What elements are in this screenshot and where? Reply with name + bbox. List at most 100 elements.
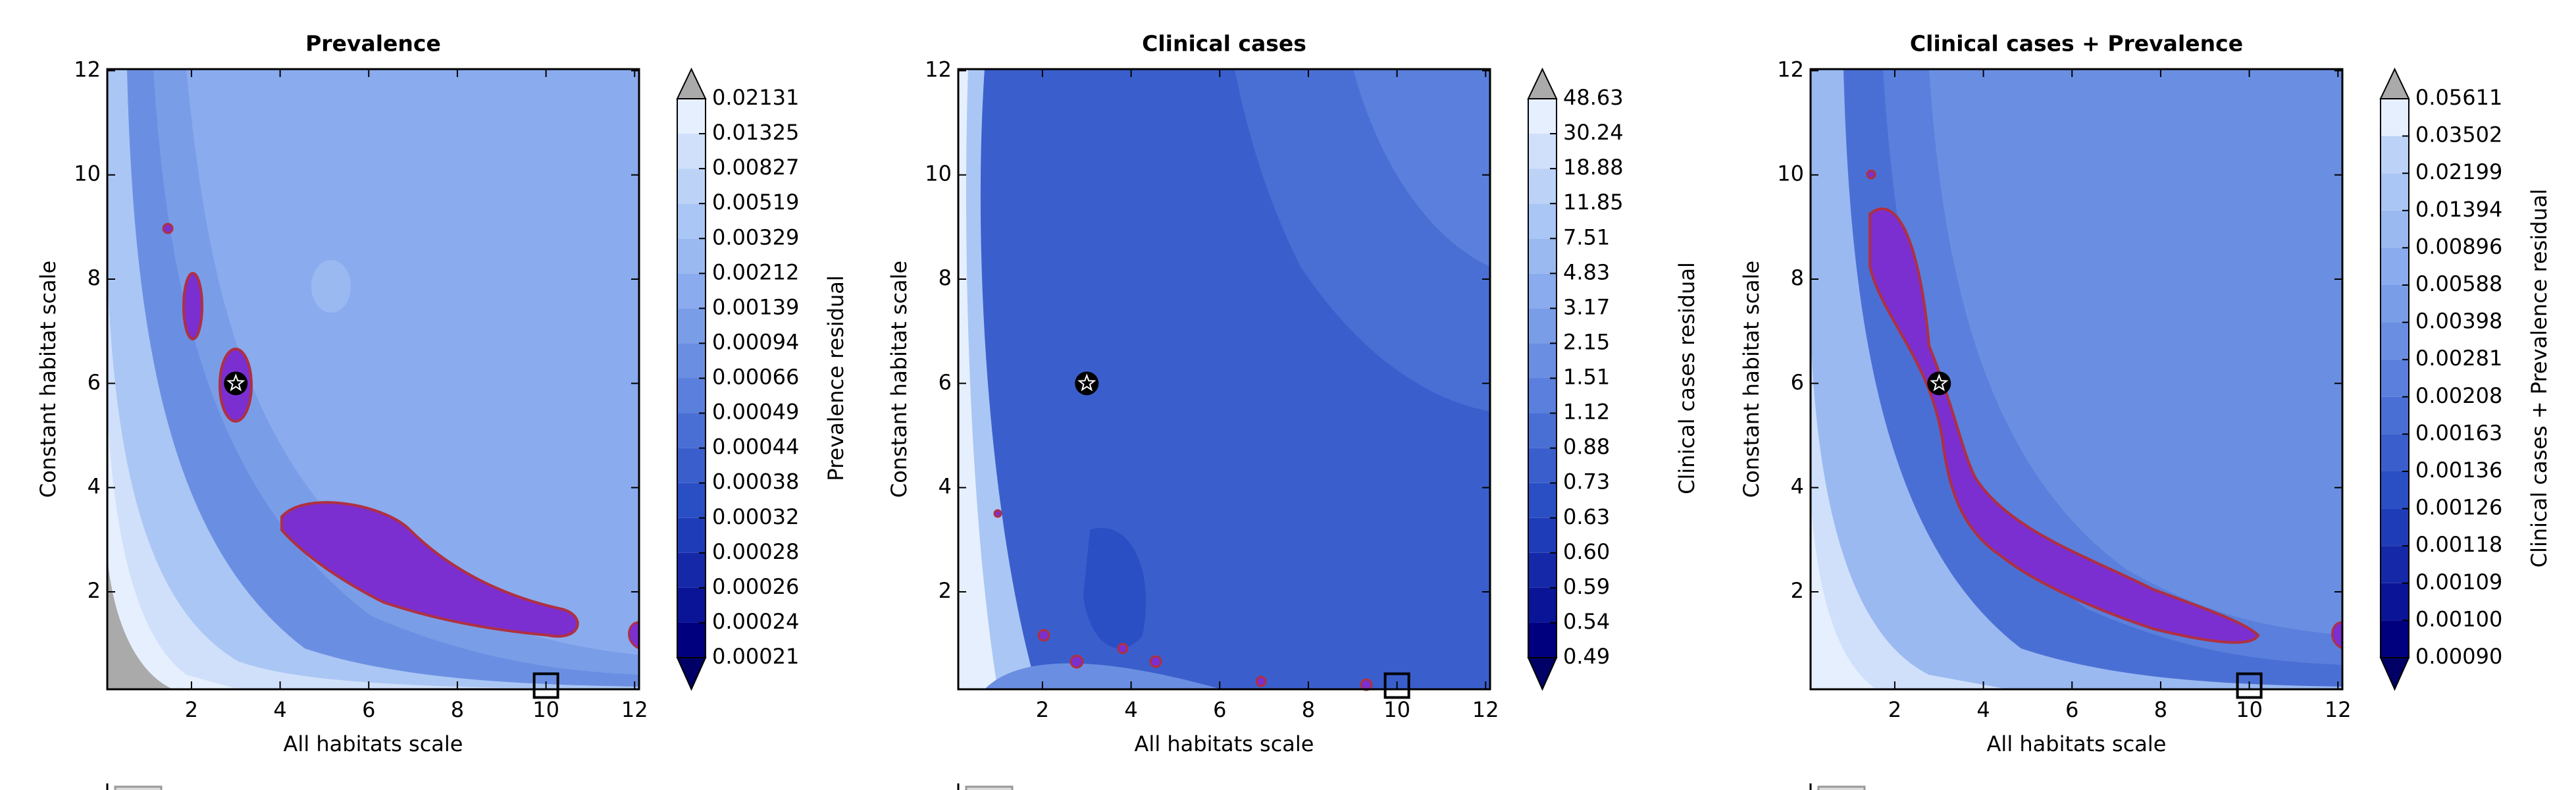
y-tick-label: 6 — [939, 369, 952, 394]
plot-frame — [957, 68, 1491, 691]
colorbar-band — [2381, 471, 2409, 509]
colorbar-tick-label: 0.00126 — [2415, 495, 2502, 520]
colorbar-band — [2381, 322, 2409, 360]
colorbar-tick-label: 0.02199 — [2415, 159, 2502, 184]
colorbar-tick-label: 0.00118 — [2415, 532, 2502, 557]
colorbar-tick-label: 0.00136 — [2415, 458, 2502, 483]
colorbar-tick-label: 0.00519 — [712, 190, 799, 215]
colorbar-band — [1528, 552, 1557, 588]
colorbar-tick-label: 0.03502 — [2415, 122, 2502, 147]
optimum-star — [226, 373, 245, 392]
x-tick-label: 6 — [2065, 697, 2078, 722]
colorbar-band — [677, 203, 706, 239]
colorbar-tick-label: 0.49 — [1563, 644, 1610, 669]
colorbar-tick-label: 0.05611 — [2415, 85, 2502, 110]
y-tick-label: 4 — [88, 474, 101, 499]
colorbar-band — [1528, 308, 1557, 344]
colorbar-tick-label: 0.59 — [1563, 574, 1610, 599]
colorbar-under — [676, 657, 707, 691]
colorbar-tick-label: 0.02131 — [712, 85, 799, 110]
optimum-star — [1077, 373, 1096, 392]
colorbar-band — [2381, 136, 2409, 174]
colorbar-band — [1528, 238, 1557, 274]
y-axis-label: Constant habitat scale — [36, 261, 61, 498]
colorbar-tick-label: 0.00109 — [2415, 569, 2502, 594]
colorbar-band — [1528, 343, 1557, 379]
colorbar-tick-label: 0.00049 — [712, 400, 799, 425]
y-tick-label: 6 — [88, 369, 101, 394]
colorbar-band — [677, 413, 706, 448]
colorbar-band — [677, 448, 706, 483]
y-tick-label: 12 — [925, 57, 952, 82]
colorbar-band — [677, 483, 706, 518]
colorbar-tick-label: 0.00329 — [712, 224, 799, 250]
y-tick-label: 10 — [925, 161, 952, 186]
y-tick-label: 8 — [88, 265, 101, 290]
y-tick-label: 10 — [74, 161, 101, 186]
optimum-marker — [1927, 371, 1951, 396]
colorbar-over — [676, 67, 707, 99]
colorbar-band — [2381, 434, 2409, 471]
colorbar-band — [1528, 378, 1557, 413]
colorbar-band — [677, 587, 706, 623]
colorbar-tick-label: 0.00588 — [2415, 271, 2502, 296]
x-tick-label: 8 — [451, 697, 464, 722]
x-tick-label: 12 — [2325, 697, 2352, 722]
colorbar-band — [2381, 99, 2409, 136]
y-tick-label: 2 — [88, 578, 101, 603]
field-2 — [958, 69, 1490, 691]
x-tick-label: 6 — [362, 697, 375, 722]
colorbar-tick-label: 0.00398 — [2415, 309, 2502, 334]
x-tick-label: 12 — [621, 697, 648, 722]
colorbar-band — [2381, 359, 2409, 397]
colorbar-tick-label: 0.00208 — [2415, 383, 2502, 408]
colorbar-tick-label: 0.00026 — [712, 574, 799, 599]
colorbar-band — [1528, 587, 1557, 623]
colorbar-tick-label: 0.00028 — [712, 539, 799, 564]
x-tick-label: 12 — [1472, 697, 1499, 722]
colorbar-band — [1528, 99, 1557, 134]
chart-title: Prevalence — [305, 31, 441, 57]
colorbar-band — [677, 99, 706, 134]
optimum-star — [1930, 373, 1949, 392]
y-tick-label: 6 — [1791, 369, 1804, 394]
colorbar-band — [2381, 285, 2409, 323]
colorbar-tick-label: 0.00163 — [2415, 420, 2502, 445]
colorbar-tick-label: 0.00281 — [2415, 346, 2502, 371]
x-tick-label: 2 — [185, 697, 198, 722]
x-axis-label: All habitats scale — [284, 731, 463, 756]
colorbar-band — [1528, 203, 1557, 239]
colorbar-band — [2381, 508, 2409, 546]
colorbar-tick-label: 0.01325 — [712, 120, 799, 145]
x-tick-label: 8 — [1302, 697, 1315, 722]
colorbar-band — [1528, 134, 1557, 169]
colorbar-label: Prevalence residual — [823, 275, 848, 481]
colorbar-band — [2381, 620, 2409, 658]
colorbar-label: Clinical cases residual — [1674, 262, 1699, 494]
colorbar-tick-label: 0.00024 — [712, 609, 799, 634]
colorbar-band — [1528, 413, 1557, 448]
x-tick-label: 10 — [2236, 697, 2263, 722]
colorbar-label: Clinical cases + Prevalence residual — [2527, 189, 2552, 567]
x-axis-label: All habitats scale — [1987, 731, 2167, 756]
colorbar-tick-label: 0.00090 — [2415, 644, 2502, 669]
colorbar-band — [2381, 210, 2409, 248]
colorbar-over — [2379, 67, 2410, 99]
x-tick-label: 10 — [1383, 697, 1410, 722]
colorbar-tick-label: 7.51 — [1563, 224, 1610, 250]
colorbar-tick-label: 0.63 — [1563, 504, 1610, 529]
colorbar-band — [677, 552, 706, 588]
colorbar-band — [1528, 169, 1557, 204]
colorbar-tick-label: 18.88 — [1563, 155, 1624, 180]
x-tick-label: 2 — [1888, 697, 1901, 722]
y-axis-label: Constant habitat scale — [887, 261, 912, 498]
colorbar-band — [677, 273, 706, 309]
field-3 — [1811, 69, 2344, 689]
reference-marker — [532, 672, 559, 699]
y-tick-label: 8 — [939, 265, 952, 290]
colorbar-tick-label: 0.00094 — [712, 329, 799, 354]
y-tick-label: 12 — [1777, 57, 1804, 82]
y-tick-label: 2 — [939, 578, 952, 603]
